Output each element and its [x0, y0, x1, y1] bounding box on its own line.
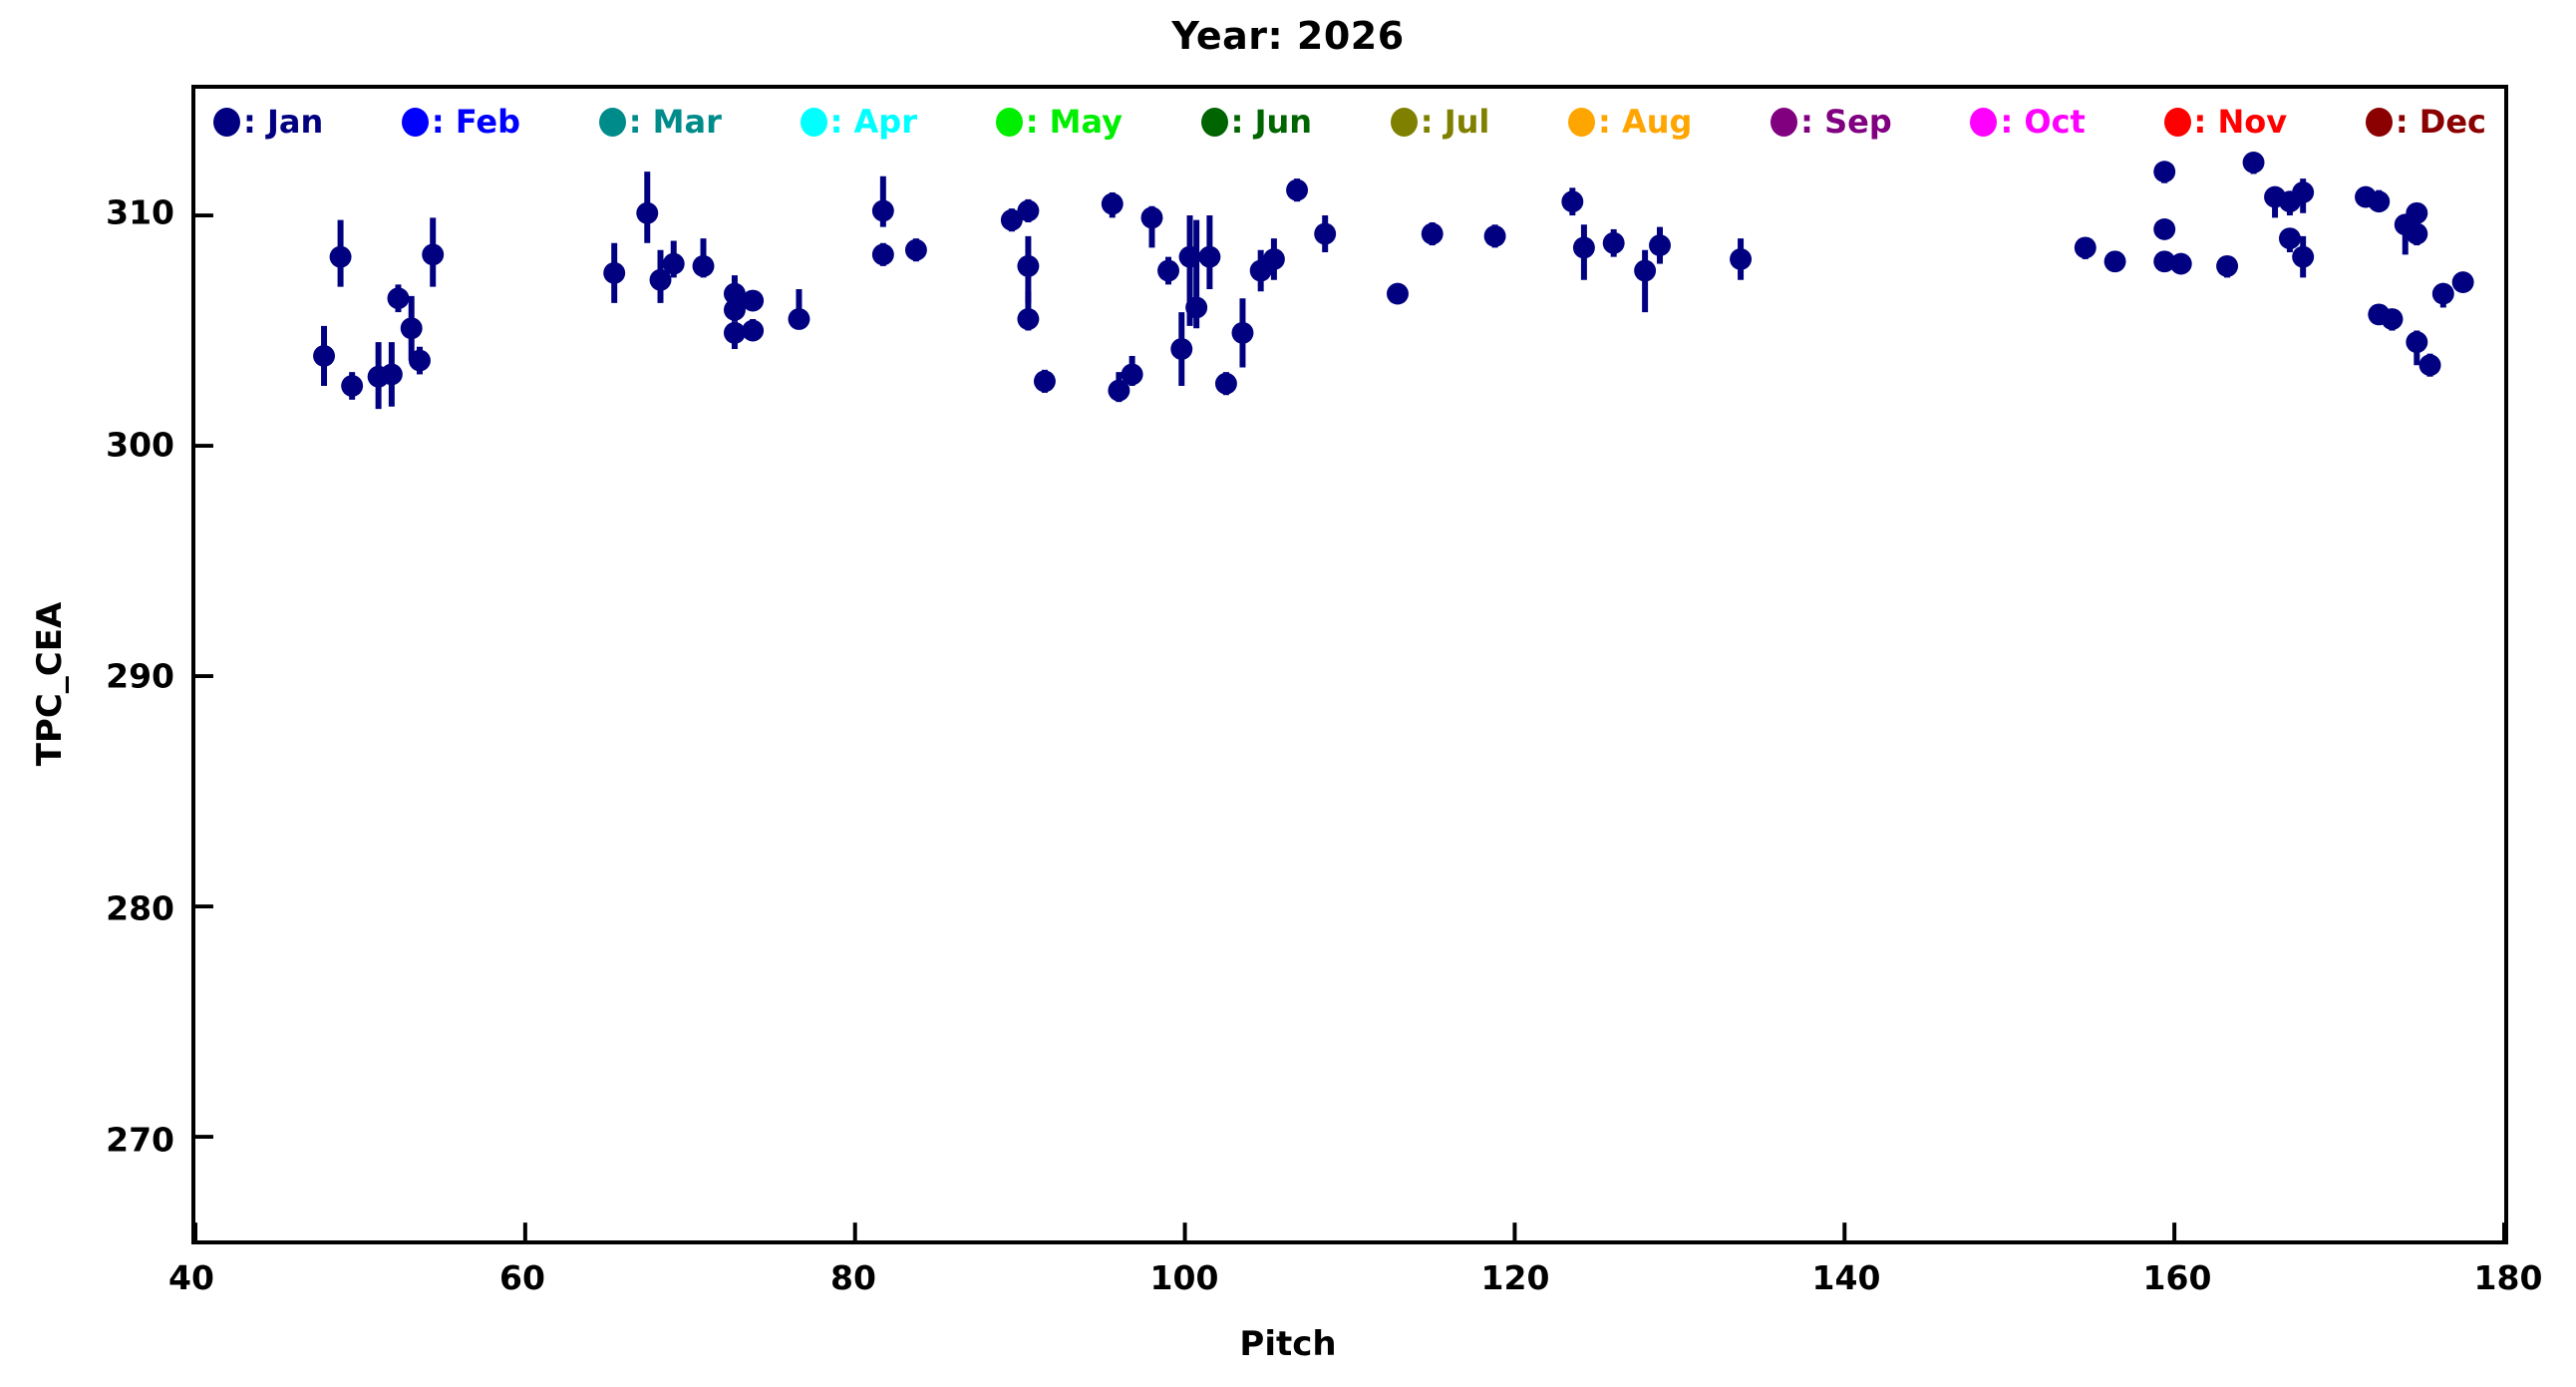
- data-point[interactable]: [2368, 190, 2391, 213]
- data-point[interactable]: [1198, 245, 1221, 268]
- data-point[interactable]: [871, 243, 894, 266]
- data-point[interactable]: [387, 287, 410, 310]
- data-point[interactable]: [723, 321, 746, 344]
- data-point[interactable]: [1185, 296, 1208, 319]
- data-point[interactable]: [1017, 254, 1040, 277]
- data-point[interactable]: [723, 282, 746, 305]
- data-point[interactable]: [1572, 236, 1595, 259]
- data-point[interactable]: [2153, 250, 2176, 273]
- data-point[interactable]: [1214, 372, 1237, 395]
- x-tick-label: 40: [168, 1258, 214, 1297]
- data-point[interactable]: [1561, 190, 1584, 213]
- data-point[interactable]: [2418, 354, 2441, 377]
- x-tick-label: 100: [1149, 1258, 1219, 1297]
- data-point[interactable]: [313, 345, 335, 367]
- y-tick-label: 270: [106, 1120, 174, 1160]
- data-point[interactable]: [380, 363, 403, 386]
- data-point[interactable]: [1017, 308, 1040, 330]
- data-point[interactable]: [1157, 259, 1179, 282]
- scatter-plot-canvas: [195, 151, 2504, 1240]
- data-point[interactable]: [2153, 217, 2176, 240]
- data-point[interactable]: [2406, 201, 2428, 224]
- data-point[interactable]: [692, 254, 715, 277]
- data-point[interactable]: [1421, 222, 1444, 245]
- data-point[interactable]: [2074, 236, 2096, 259]
- data-point[interactable]: [2103, 250, 2126, 273]
- data-point[interactable]: [1017, 199, 1040, 222]
- data-point[interactable]: [1634, 259, 1657, 282]
- data-point[interactable]: [1121, 363, 1143, 386]
- x-tick-label: 180: [2473, 1258, 2543, 1297]
- data-point[interactable]: [2406, 331, 2428, 354]
- y-tick-label: 290: [106, 656, 174, 696]
- series-jan: [313, 151, 2474, 410]
- data-point[interactable]: [422, 243, 445, 266]
- data-point[interactable]: [1483, 224, 1506, 247]
- y-axis-tick-labels: 310 300 290 280 270: [0, 0, 174, 1387]
- x-tick-label: 60: [499, 1258, 545, 1297]
- data-point[interactable]: [1387, 282, 1409, 305]
- y-tick-label: 300: [106, 425, 174, 465]
- data-point[interactable]: [341, 375, 364, 397]
- data-point[interactable]: [1170, 338, 1193, 360]
- data-point[interactable]: [2381, 308, 2404, 330]
- x-tick-label: 120: [1480, 1258, 1550, 1297]
- data-point[interactable]: [2292, 181, 2315, 203]
- plot-area: [191, 85, 2508, 1244]
- data-point[interactable]: [1101, 192, 1124, 215]
- x-axis-label: Pitch: [1239, 1324, 1337, 1364]
- data-point[interactable]: [2216, 254, 2239, 277]
- data-point[interactable]: [1108, 379, 1130, 402]
- data-point[interactable]: [1602, 231, 1625, 254]
- axis-ticks: [195, 213, 2504, 1240]
- data-point[interactable]: [1649, 234, 1671, 257]
- data-point[interactable]: [2406, 222, 2428, 245]
- data-point[interactable]: [1033, 370, 1056, 393]
- data-point[interactable]: [2153, 161, 2176, 183]
- x-tick-label: 160: [2142, 1258, 2212, 1297]
- page-title: Year: 2026: [1171, 14, 1405, 58]
- data-point[interactable]: [2242, 151, 2265, 173]
- y-tick-label: 280: [106, 888, 174, 928]
- data-point[interactable]: [2451, 271, 2474, 293]
- data-point[interactable]: [723, 298, 746, 321]
- x-tick-label: 80: [830, 1258, 876, 1297]
- data-point[interactable]: [2278, 227, 2301, 250]
- data-point[interactable]: [1730, 248, 1753, 270]
- data-point[interactable]: [649, 268, 672, 291]
- x-axis-tick-labels: 40 60 80 100 120 140 160 180: [0, 1258, 2576, 1308]
- data-point[interactable]: [871, 199, 894, 222]
- data-point[interactable]: [1314, 222, 1337, 245]
- data-point[interactable]: [329, 245, 352, 268]
- data-point[interactable]: [603, 261, 626, 284]
- data-point[interactable]: [1262, 248, 1285, 270]
- x-tick-label: 140: [1811, 1258, 1881, 1297]
- data-point[interactable]: [409, 349, 431, 372]
- data-point[interactable]: [788, 308, 810, 330]
- data-point[interactable]: [400, 317, 423, 340]
- data-point[interactable]: [2292, 245, 2315, 268]
- data-point[interactable]: [1140, 206, 1163, 229]
- data-point[interactable]: [742, 289, 765, 312]
- data-point[interactable]: [1231, 321, 1254, 344]
- data-point[interactable]: [2169, 252, 2192, 275]
- data-point[interactable]: [662, 252, 685, 275]
- data-point[interactable]: [2431, 282, 2454, 305]
- data-point[interactable]: [742, 319, 765, 342]
- y-tick-label: 310: [106, 192, 174, 232]
- data-point[interactable]: [636, 201, 659, 224]
- data-point[interactable]: [1286, 178, 1309, 201]
- data-point[interactable]: [904, 238, 927, 261]
- data-point[interactable]: [1000, 208, 1023, 231]
